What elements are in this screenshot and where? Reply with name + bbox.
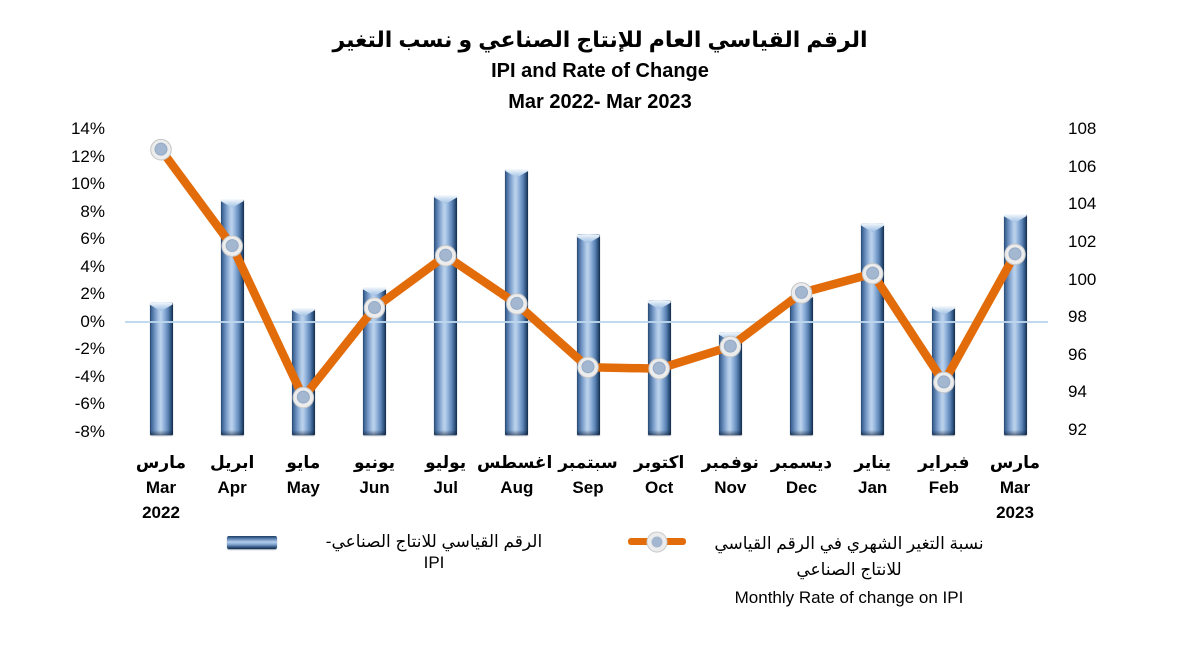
y-axis-left-tick: 8% [80,201,105,221]
month-label-year: 2022 [142,503,180,522]
y-axis-left-tick: -4% [74,366,105,386]
legend-rate-label-ar-line2: للانتاج الصناعي [796,560,902,579]
y-axis-left-tick: -6% [74,394,105,414]
x-axis-month-label: فبراير Feb [908,452,979,498]
month-label-english: May [286,478,320,497]
legend-rate-line-swatch-icon [628,532,686,551]
month-label-arabic: ابريل [209,453,255,472]
month-label-english: Aug [500,478,534,497]
month-label-arabic: سبتمبر [558,453,618,472]
y-axis-right-tick: 108 [1068,119,1097,138]
y-axis-left-tick: 0% [80,311,105,331]
legend-rate-label-en: Monthly Rate of change on IPI [734,588,964,607]
y-axis-left-tick: 12% [70,146,105,166]
y-axis-left-tick: 6% [80,229,105,249]
legend-rate-label: نسبة التغير الشهري في الرقم القياسي للان… [688,531,1010,611]
x-axis-month-label: مارس Mar 2022 [126,452,197,523]
chart-title: الرقم القياسي العام للإنتاج الصناعي و نس… [0,24,1200,117]
month-label-arabic: يونيو [353,453,396,472]
month-label-arabic: ديسمبر [770,453,833,472]
month-label-english: Mar [145,478,177,497]
legend-rate-label-ar-line1: نسبة التغير الشهري في الرقم القياسي [714,534,984,553]
month-label-english: Jul [433,478,458,497]
y-axis-right-tick: 94 [1068,382,1087,402]
y-axis-right-tick: 98 [1068,307,1087,327]
x-axis-month-label: ديسمبر Dec [766,452,837,498]
y-axis-right-tick: 92 [1068,420,1087,439]
legend-ipi-label: الرقم القياسي للانتاج الصناعي- IPI [325,532,543,572]
y-axis-left-tick: 10% [70,174,105,194]
legend-ipi-bar-swatch-icon [227,536,277,549]
month-label-english: Sep [572,478,604,497]
month-label-english: Oct [644,478,674,497]
x-axis-month-label: نوفمبر Nov [695,452,766,498]
x-axis-month-label: سبتمبر Sep [553,452,624,498]
x-axis-month-label: مارس Mar 2023 [980,452,1051,523]
y-axis-left-tick: 14% [70,119,105,138]
month-label-arabic: يناير [854,453,891,472]
x-axis-month-label: اكتوبر Oct [624,452,695,498]
month-label-arabic: مارس [989,453,1041,472]
x-axis-month-label: ابريل Apr [197,452,268,498]
y-axis-right-tick: 104 [1068,194,1097,214]
month-label-arabic: مايو [286,453,321,472]
y-axis-left-tick: 4% [80,256,105,276]
month-label-arabic: اغسطس [476,453,553,472]
y-axis-left-tick: -2% [74,339,105,359]
month-label-arabic: يوليو [425,453,467,472]
x-axis-month-label: يناير Jan [837,452,908,498]
month-label-arabic: مارس [135,453,187,472]
month-label-english: Apr [217,478,247,497]
month-label-arabic: فبراير [918,453,970,472]
month-label-english: Nov [714,478,747,497]
chart-title-arabic: الرقم القياسي العام للإنتاج الصناعي و نس… [332,27,868,52]
y-axis-right-tick: 100 [1068,269,1097,289]
y-axis-right-tick: 96 [1068,344,1087,364]
x-axis-month-label: يوليو Jul [410,452,481,498]
chart-title-period: Mar 2022- Mar 2023 [508,91,692,113]
x-axis-month-label: يونيو Jun [339,452,410,498]
chart-title-english: IPI and Rate of Change [491,60,709,82]
month-label-arabic: نوفمبر [701,453,759,472]
y-axis-left-tick: 2% [80,284,105,304]
month-label-english: Jan [858,478,888,497]
y-axis-right-tick: 106 [1068,156,1097,176]
month-label-arabic: اكتوبر [634,453,685,472]
x-axis-month-label: مايو May [268,452,339,498]
month-label-english: Mar [999,478,1031,497]
y-axis-left-tick: -8% [74,422,105,441]
month-label-english: Dec [785,478,818,497]
month-label-year: 2023 [996,503,1034,522]
y-axis-right-tick: 102 [1068,231,1097,251]
legend-rate-marker-icon [647,532,667,551]
month-label-english: Jun [359,478,390,497]
month-label-english: Feb [928,478,959,497]
x-axis-month-label: اغسطس Aug [476,452,553,498]
